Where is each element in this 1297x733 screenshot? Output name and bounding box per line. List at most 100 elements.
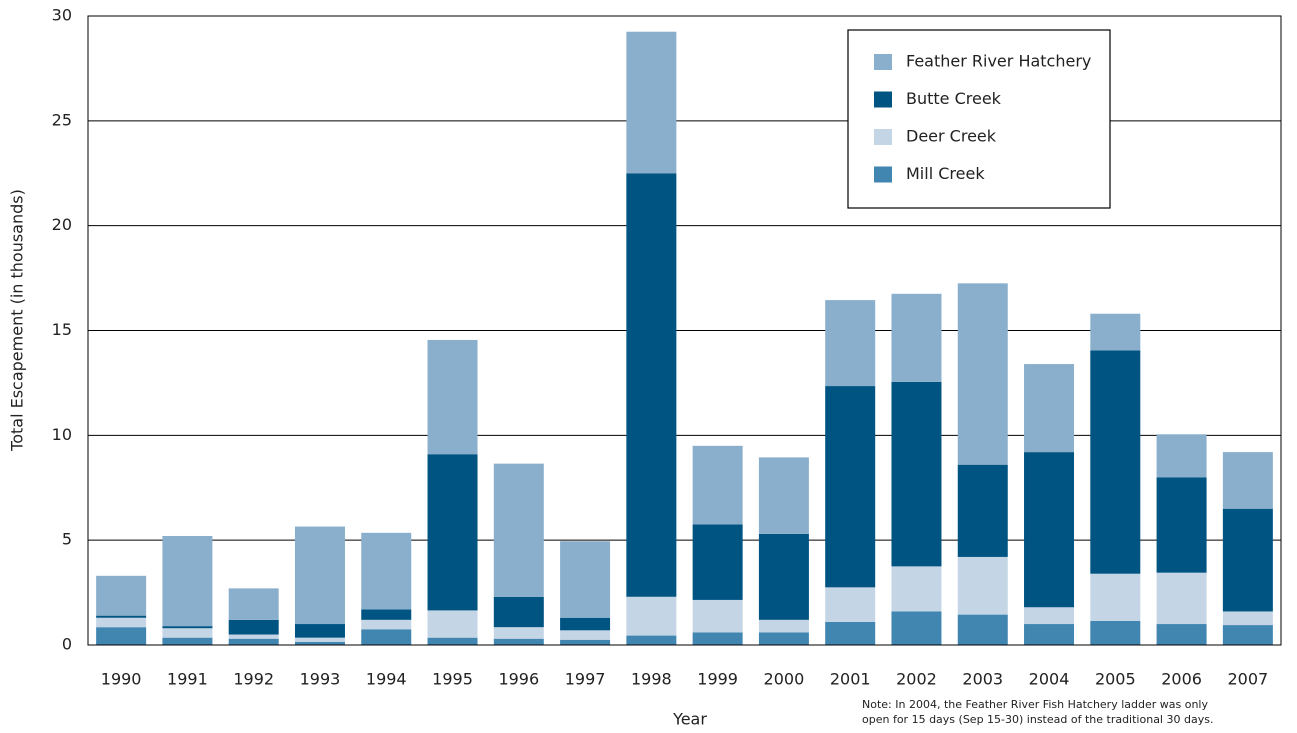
bar-segment <box>626 173 677 597</box>
legend-swatch <box>874 54 892 70</box>
bar-segment <box>1090 573 1141 621</box>
x-tick-label: 1996 <box>498 670 539 689</box>
bar-segment <box>361 609 412 620</box>
y-tick-label: 0 <box>62 635 72 654</box>
bar-segment <box>162 628 213 638</box>
bar-segment <box>427 610 478 638</box>
bar-segment <box>162 637 213 645</box>
bar-segment <box>957 283 1008 465</box>
bar-segment <box>1222 508 1273 612</box>
x-tick-label: 1998 <box>631 670 672 689</box>
bar-segment <box>758 533 809 620</box>
y-tick-label: 30 <box>52 6 72 25</box>
bar-segment <box>1024 452 1075 608</box>
note: open for 15 days (Sep 15-30) instead of … <box>862 713 1213 726</box>
legend-swatch <box>874 129 892 145</box>
bar-segment <box>493 627 544 639</box>
x-tick-label: 1990 <box>101 670 142 689</box>
bar-segment <box>294 526 345 625</box>
bar-segment <box>758 457 809 534</box>
bar-segment <box>825 300 876 387</box>
bar-segment <box>891 611 942 645</box>
bar-segment <box>891 293 942 382</box>
bar-segment <box>1156 624 1207 645</box>
bar-segment <box>692 632 743 645</box>
bar-segment <box>96 575 147 616</box>
legend-label: Mill Creek <box>906 164 985 183</box>
x-tick-label: 2004 <box>1029 670 1070 689</box>
bar-segment <box>692 599 743 633</box>
bar-segment <box>162 535 213 627</box>
bar-segment <box>825 587 876 622</box>
bar-segment <box>162 626 213 629</box>
x-tick-label: 1997 <box>565 670 606 689</box>
bar-segment <box>1222 452 1273 509</box>
y-tick-label: 5 <box>62 530 72 549</box>
bar-segment <box>361 629 412 645</box>
bar-segment <box>825 386 876 588</box>
bar-segment <box>957 464 1008 557</box>
bar-segment <box>1090 620 1141 645</box>
bar-segment <box>1024 364 1075 453</box>
bar-segment <box>493 463 544 597</box>
bar-segment <box>294 641 345 645</box>
bar-segment <box>1090 350 1141 574</box>
bar-segment <box>891 566 942 612</box>
legend-label: Feather River Hatchery <box>906 52 1091 71</box>
y-tick-label: 25 <box>52 110 72 129</box>
bar-segment <box>560 541 611 618</box>
bar-segment <box>560 630 611 640</box>
y-axis-label: Total Escapement (in thousands) <box>8 189 27 452</box>
bar-segment <box>758 619 809 633</box>
bar-segment <box>228 634 279 639</box>
x-tick-label: 1991 <box>167 670 208 689</box>
bar-segment <box>891 381 942 567</box>
bar-segment <box>294 624 345 638</box>
plot-frame <box>87 15 1282 646</box>
x-tick-label: 1993 <box>300 670 341 689</box>
legend-swatch <box>874 166 892 183</box>
bar-segment <box>1024 607 1075 625</box>
bar-segment <box>626 635 677 645</box>
bar-segment <box>493 638 544 645</box>
bar-segment <box>626 31 677 174</box>
bar-segment <box>228 638 279 645</box>
bar-segment <box>957 556 1008 615</box>
bar-segment <box>560 617 611 631</box>
bar-segment <box>361 532 412 610</box>
bar-segment <box>560 639 611 645</box>
bar-segment <box>96 627 147 645</box>
bar-segment <box>427 637 478 645</box>
bar-segment <box>228 619 279 635</box>
bar-segment <box>626 596 677 636</box>
bar-segment <box>96 617 147 628</box>
x-tick-label: 2001 <box>830 670 871 689</box>
bar-segment <box>1222 611 1273 626</box>
bar-segment <box>96 615 147 618</box>
y-tick-label: 20 <box>52 215 72 234</box>
bar-segment <box>692 524 743 600</box>
bar-segment <box>294 637 345 642</box>
x-tick-label: 1992 <box>233 670 274 689</box>
bar-segment <box>825 621 876 645</box>
x-tick-label: 2000 <box>764 670 805 689</box>
x-tick-label: 1994 <box>366 670 407 689</box>
bar-segment <box>427 339 478 455</box>
bar-segment <box>1024 624 1075 645</box>
bar-segment <box>1090 313 1141 351</box>
legend-swatch <box>874 91 892 108</box>
x-tick-label: 2005 <box>1095 670 1136 689</box>
x-tick-label: 2002 <box>896 670 937 689</box>
x-tick-label: 1995 <box>432 670 473 689</box>
x-tick-label: 2006 <box>1161 670 1202 689</box>
y-tick-label: 10 <box>52 425 72 444</box>
bar-segment <box>1156 434 1207 478</box>
bar-segment <box>361 619 412 630</box>
x-tick-label: 2007 <box>1228 670 1269 689</box>
bar-segment <box>758 632 809 645</box>
bar-segment <box>1156 477 1207 573</box>
bar-segment <box>1156 572 1207 625</box>
bar-segment <box>692 445 743 525</box>
y-tick-label: 15 <box>52 320 72 339</box>
